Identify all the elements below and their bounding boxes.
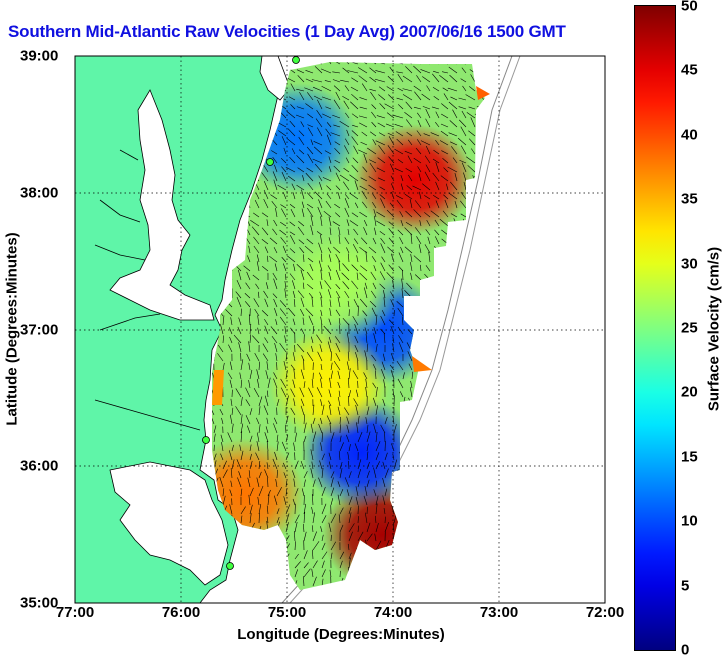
colorbar-tick-label: 50 <box>681 0 698 15</box>
x-tick-label: 77:00 <box>55 604 95 621</box>
river <box>94 149 201 431</box>
x-tick-label: 73:00 <box>479 604 519 621</box>
radar-site-marker <box>202 436 210 444</box>
colorbar <box>634 5 676 651</box>
x-tick-label: 74:00 <box>373 604 413 621</box>
chart-title: Southern Mid-Atlantic Raw Velocities (1 … <box>8 22 566 41</box>
colorbar-tick-label: 40 <box>681 126 698 144</box>
colorbar-tick-label: 5 <box>681 577 690 595</box>
y-tick-label: 37:00 <box>20 321 59 338</box>
y-tick-label: 36:00 <box>20 457 59 475</box>
x-tick-label: 75:00 <box>267 604 307 621</box>
x-tick-label: 76:00 <box>161 604 201 621</box>
radar-site-marker <box>226 562 234 570</box>
colorbar-tick-label: 45 <box>681 61 698 79</box>
grid-lines <box>75 56 605 603</box>
colorbar-tick-label: 0 <box>681 641 690 659</box>
colorbar-tick-label: 10 <box>681 512 698 530</box>
x-tick-label: 72:00 <box>585 604 625 621</box>
x-axis-label: Longitude (Degrees:Minutes) <box>237 626 445 643</box>
colorbar-tick-label: 25 <box>681 319 698 337</box>
colorbar-tick-label: 30 <box>681 255 698 273</box>
chesapeake-bay <box>109 89 215 321</box>
colorbar-tick-label: 20 <box>681 383 698 401</box>
colorbar-label: Surface Velocity (cm/s) <box>705 246 723 412</box>
y-tick-label: 39:00 <box>20 47 59 65</box>
velocity-patch <box>412 356 432 372</box>
velocity-patch <box>476 86 490 100</box>
velocity-hotspot <box>280 233 400 344</box>
radar-site-marker <box>292 56 300 64</box>
velocity-patch <box>212 370 224 405</box>
y-tick-label: 35:00 <box>20 594 59 612</box>
pamlico-sound <box>109 461 229 586</box>
colorbar-tick-label: 15 <box>681 448 698 466</box>
velocity-hotspot <box>269 329 390 440</box>
radar-site-marker <box>266 158 274 166</box>
y-tick-label: 38:00 <box>20 184 59 202</box>
y-axis-label: Latitude (Degrees:Minutes) <box>3 232 21 426</box>
colorbar-tick-label: 35 <box>681 190 698 208</box>
